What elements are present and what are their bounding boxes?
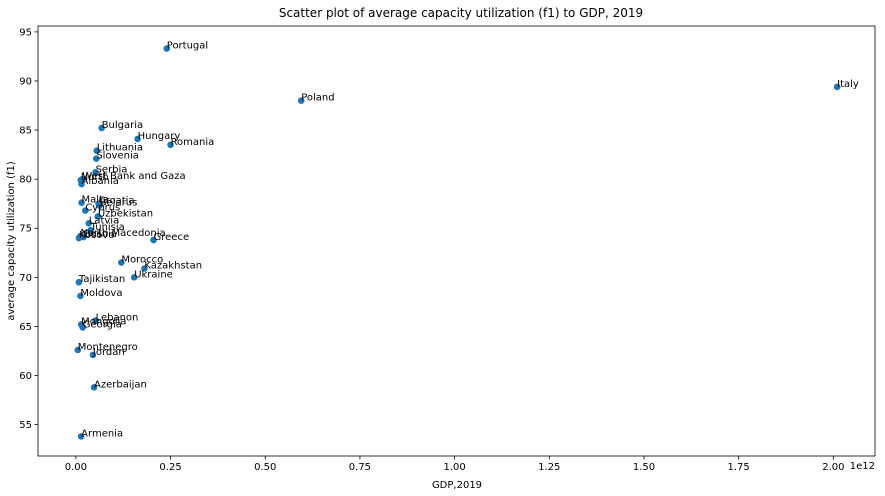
data-point	[163, 45, 171, 52]
chart-title: Scatter plot of average capacity utiliza…	[279, 6, 643, 20]
point-label: Serbia	[96, 164, 128, 175]
data-point	[134, 135, 141, 143]
y-tick-label: 60	[19, 371, 32, 382]
data-point	[87, 226, 94, 234]
x-tick-label: 0.75	[349, 462, 371, 473]
x-tick-label: 2.00	[822, 462, 844, 473]
x-tick-label: 1.00	[443, 462, 465, 473]
data-point	[118, 259, 125, 266]
point-label: Hungary	[138, 131, 181, 142]
point-label: Tajikistan	[78, 274, 125, 285]
x-axis: 0.00 0.25 0.50 0.75 1.00 1.25 1.50 1.75 2.00	[65, 456, 844, 473]
x-tick-label: 1.25	[538, 462, 560, 473]
y-tick-label: 75	[19, 224, 32, 235]
point-label: Uzbekistan	[98, 208, 153, 219]
point-label: Portugal	[167, 41, 208, 52]
data-point	[77, 292, 84, 300]
y-tick-label: 80	[19, 175, 32, 186]
point-label: Tunisia	[90, 222, 125, 233]
point-label: Romania	[171, 137, 215, 148]
point-label: North	[81, 172, 109, 183]
point-label: Moldova	[80, 288, 122, 299]
data-point	[297, 97, 305, 104]
data-point	[92, 168, 99, 176]
y-tick-label: 65	[19, 322, 32, 333]
y-axis: 55 60 65 70 75 80 85 90 95	[19, 27, 38, 431]
data-point	[98, 124, 105, 132]
x-tick-label: 1.75	[728, 462, 750, 473]
data-point	[93, 155, 100, 162]
point-label: Morocco	[121, 255, 163, 266]
point-label: Albania	[82, 176, 119, 187]
y-tick-label: 55	[19, 420, 32, 431]
data-point	[78, 199, 85, 207]
point-label: West Bank and Gaza	[82, 171, 185, 182]
point-label: Armenia	[81, 428, 123, 439]
x-tick-label: 1.50	[633, 462, 655, 473]
point-label: North Macedonia	[80, 228, 165, 239]
data-point	[93, 147, 101, 154]
x-tick-label: 0.00	[65, 462, 87, 473]
data-point	[94, 213, 102, 220]
data-point	[167, 141, 174, 149]
data-point	[74, 346, 82, 354]
data-point	[78, 180, 85, 188]
data-point	[141, 265, 148, 272]
data-point	[833, 83, 841, 91]
data-point	[96, 202, 104, 209]
x-axis-label: GDP,2019	[432, 480, 482, 491]
point-label: Greece	[154, 232, 190, 243]
point-label: Azerbaijan	[94, 379, 147, 390]
data-point	[75, 278, 83, 286]
data-point	[79, 324, 86, 331]
data-point	[89, 351, 97, 359]
y-tick-label: 70	[19, 273, 32, 284]
point-label: Cyprus	[85, 203, 120, 214]
data-point	[82, 207, 89, 214]
point-label: Poland	[301, 93, 334, 104]
point-label: Montenegro	[78, 342, 138, 353]
point-label: Bosnia	[83, 229, 116, 240]
x-axis-offset-text: 1e12	[850, 461, 875, 472]
y-tick-label: 85	[19, 126, 32, 137]
point-label: Jordan	[92, 347, 125, 358]
y-tick-label: 90	[19, 76, 32, 87]
point-label: Mongolia	[81, 316, 126, 327]
y-tick-label: 95	[19, 27, 32, 38]
point-label: Lebanon	[96, 313, 139, 324]
point-label: Georgia	[83, 319, 122, 330]
data-point	[85, 220, 93, 227]
y-axis-label: average capacity utilization (f1)	[6, 161, 17, 321]
data-point	[130, 274, 138, 281]
point-label: Slovenia	[96, 151, 139, 162]
point-label: Kazakhstan	[144, 260, 202, 271]
point-label: Kosovo	[79, 230, 115, 241]
point-label: Ukraine	[134, 269, 173, 280]
point-label: Latvia	[89, 215, 119, 226]
data-point	[92, 317, 99, 324]
point-label: Lithuania	[97, 143, 143, 154]
data-point	[150, 236, 157, 244]
point-label: Bulgaria	[102, 120, 143, 131]
x-tick-label: 0.50	[254, 462, 276, 473]
point-label: Croatia	[99, 196, 135, 207]
point-labels: Portugal Italy Poland BulgariaHungaryRomani…	[78, 41, 859, 440]
data-point	[77, 433, 85, 440]
point-label: Malta	[82, 195, 110, 206]
x-tick-label: 0.25	[159, 462, 181, 473]
data-point	[75, 234, 83, 242]
data-points	[74, 45, 841, 440]
point-label: Italy	[837, 79, 859, 90]
point-label: Belarus	[100, 198, 138, 209]
plot-area	[37, 25, 876, 457]
data-point	[90, 383, 98, 391]
